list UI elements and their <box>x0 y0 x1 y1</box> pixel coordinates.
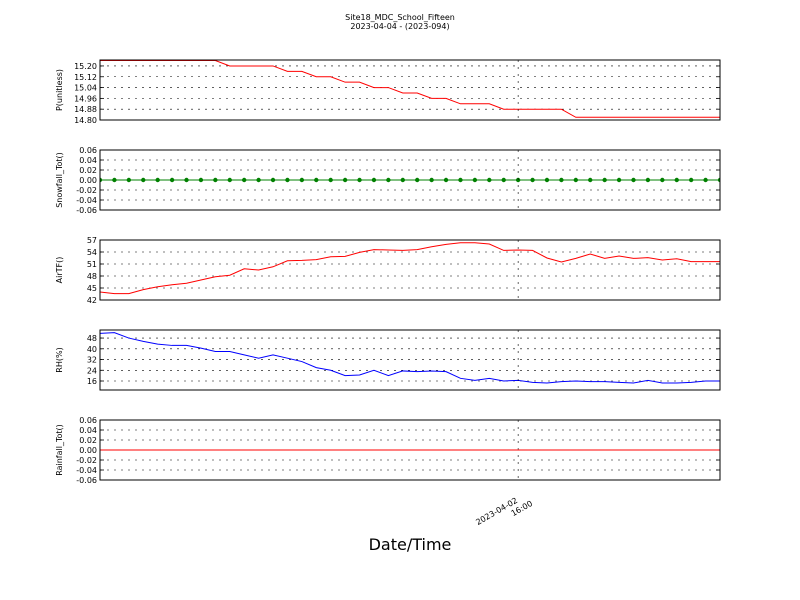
marker <box>559 177 564 183</box>
y-tick-label: 48 <box>87 272 97 281</box>
y-axis-label: Snowfall_Tot() <box>55 152 64 208</box>
y-tick-label: 48 <box>87 334 97 343</box>
marker <box>213 177 218 183</box>
line <box>100 332 720 384</box>
marker <box>616 177 622 183</box>
marker <box>141 177 146 183</box>
y-tick-label: 0.04 <box>79 156 97 165</box>
y-tick-label: -0.06 <box>76 206 97 215</box>
marker <box>501 177 506 183</box>
marker <box>544 177 550 183</box>
marker <box>573 177 579 183</box>
marker <box>371 177 377 183</box>
line <box>100 60 720 118</box>
axes-frame <box>99 149 721 211</box>
marker <box>645 177 651 183</box>
marker <box>688 177 694 183</box>
marker <box>112 177 117 183</box>
line <box>100 242 720 295</box>
y-tick-label: 0.04 <box>79 426 97 435</box>
marker <box>227 177 232 183</box>
marker <box>328 177 333 183</box>
y-axis-label: AirTF() <box>55 257 64 284</box>
marker <box>415 177 420 183</box>
marker <box>660 177 665 183</box>
y-tick-label: 0.00 <box>79 176 97 185</box>
marker <box>314 177 319 183</box>
y-axis-label: Rainfall_Tot() <box>55 424 64 476</box>
marker <box>631 177 636 183</box>
y-tick-label: -0.02 <box>76 456 97 465</box>
chart-subtitle: 2023-04-04 - (2023-094) <box>350 22 449 31</box>
marker <box>472 177 478 183</box>
y-tick-label: 15.04 <box>74 84 97 93</box>
y-tick-label: 54 <box>87 248 97 257</box>
y-tick-label: 24 <box>87 366 97 375</box>
marker <box>155 177 160 183</box>
axes-frame <box>99 239 721 301</box>
marker <box>169 177 175 183</box>
y-tick-label: 32 <box>87 356 97 365</box>
y-tick-label: 40 <box>87 345 97 354</box>
y-tick-label: -0.06 <box>76 476 97 485</box>
y-tick-label: 14.80 <box>74 116 97 125</box>
marker <box>674 177 679 183</box>
marker <box>357 177 362 183</box>
y-tick-label: 0.06 <box>79 416 97 425</box>
marker <box>299 177 305 183</box>
y-tick-label: -0.02 <box>76 186 97 195</box>
marker <box>588 177 593 183</box>
y-axis-label: RH(%) <box>55 347 64 372</box>
y-tick-label: 57 <box>87 236 97 245</box>
y-tick-label: 51 <box>87 260 97 269</box>
y-tick-label: 15.20 <box>74 62 97 71</box>
marker <box>429 177 434 183</box>
y-tick-label: 14.96 <box>74 94 97 103</box>
marker <box>703 177 708 183</box>
y-tick-label: -0.04 <box>76 196 97 205</box>
plot-area <box>100 332 720 384</box>
y-tick-label: 0.02 <box>79 436 97 445</box>
y-tick-label: 15.12 <box>74 73 97 82</box>
marker <box>270 177 276 183</box>
axes-frame <box>99 419 721 481</box>
marker <box>100 177 103 183</box>
marker <box>386 177 391 183</box>
marker <box>184 177 189 183</box>
marker <box>285 177 290 183</box>
y-tick-label: 0.06 <box>79 146 97 155</box>
y-tick-label: 14.88 <box>74 105 97 114</box>
marker <box>198 177 204 183</box>
axes-frame <box>99 329 721 391</box>
marker <box>487 177 492 183</box>
marker <box>717 177 720 183</box>
y-axis-label: P(unitless) <box>55 69 64 111</box>
marker <box>443 177 449 183</box>
x-axis-label: Date/Time <box>369 535 452 554</box>
y-tick-label: 16 <box>87 377 97 386</box>
y-tick-label: 0.00 <box>79 446 97 455</box>
marker <box>400 177 405 183</box>
marker <box>342 177 348 183</box>
marker <box>256 177 261 183</box>
y-tick-label: 45 <box>87 284 97 293</box>
marker <box>241 177 247 183</box>
plot-area <box>100 242 720 295</box>
x-tick-label: 2023-04-0216:00 <box>474 490 534 535</box>
chart-title: Site18_MDC_School_Fifteen <box>345 13 455 22</box>
marker <box>530 177 535 183</box>
marker <box>126 177 132 183</box>
plot-area <box>100 60 720 118</box>
marker <box>458 177 463 183</box>
axes-frame <box>99 59 721 121</box>
marker <box>602 177 607 183</box>
y-tick-label: -0.04 <box>76 466 97 475</box>
y-tick-label: 42 <box>87 296 97 305</box>
y-tick-label: 0.02 <box>79 166 97 175</box>
plot-area <box>100 177 720 183</box>
